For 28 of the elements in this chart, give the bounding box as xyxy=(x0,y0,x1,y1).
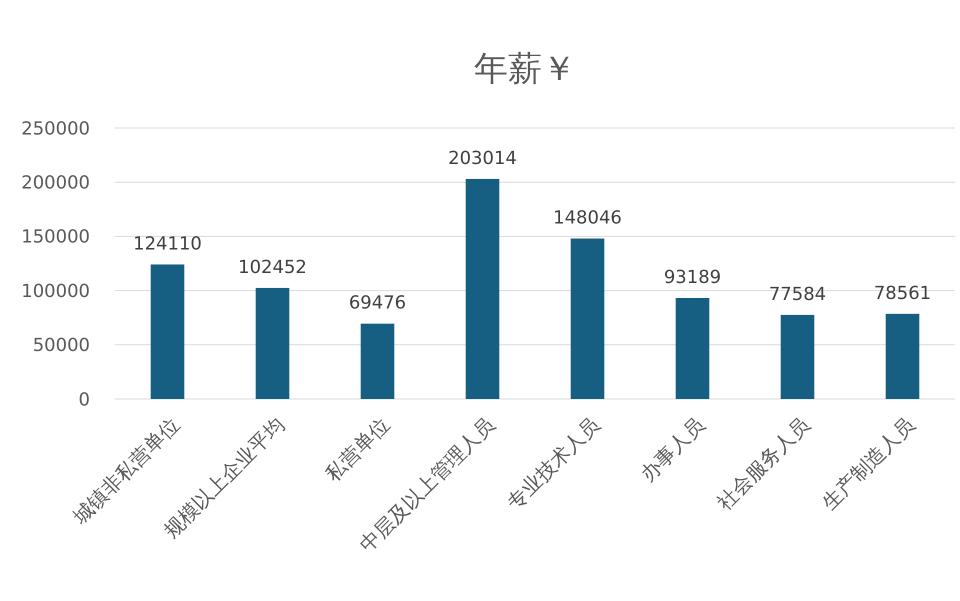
x-tick-label: 生产制造人员 xyxy=(817,412,919,514)
data-label: 148046 xyxy=(553,208,622,229)
data-label: 124110 xyxy=(133,233,202,254)
bar xyxy=(780,314,814,399)
x-tick-label: 办事人员 xyxy=(635,412,709,486)
data-label: 78561 xyxy=(874,282,932,304)
bar xyxy=(256,288,290,399)
y-tick-label: 0 xyxy=(78,389,90,410)
y-tick-label: 200000 xyxy=(21,172,90,194)
bar xyxy=(360,324,394,399)
bar xyxy=(570,238,604,399)
x-tick-label: 私营单位 xyxy=(320,412,394,486)
x-tick-label: 专业技术人员 xyxy=(502,412,604,514)
data-label: 102452 xyxy=(238,256,307,278)
x-tick-label: 社会服务人员 xyxy=(712,412,814,514)
bar xyxy=(886,314,920,399)
data-label: 69476 xyxy=(348,292,406,314)
data-label: 93189 xyxy=(664,266,722,288)
bar xyxy=(676,298,710,399)
bar xyxy=(150,264,184,399)
data-label: 203014 xyxy=(448,148,517,169)
y-tick-label: 50000 xyxy=(32,335,90,356)
data-label: 77584 xyxy=(768,284,826,305)
y-tick-label: 150000 xyxy=(21,226,90,248)
chart-title: 年薪￥ xyxy=(474,49,576,89)
bar xyxy=(466,178,500,399)
y-tick-label: 250000 xyxy=(21,118,90,140)
y-tick-label: 100000 xyxy=(21,280,90,302)
